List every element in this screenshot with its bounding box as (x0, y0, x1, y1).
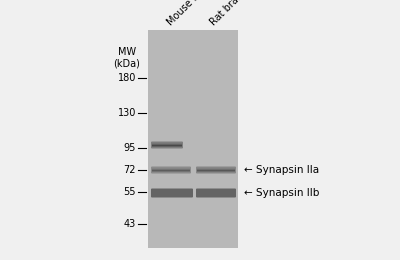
Text: Rat brain: Rat brain (208, 0, 247, 27)
Bar (152, 146, 182, 147)
Bar (152, 143, 182, 144)
Bar (197, 192, 235, 193)
Bar (152, 171, 190, 172)
Text: 130: 130 (118, 108, 136, 118)
Bar (197, 171, 235, 172)
Text: 72: 72 (124, 165, 136, 175)
Text: Mouse brain: Mouse brain (165, 0, 214, 27)
Text: 95: 95 (124, 143, 136, 153)
Text: MW
(kDa): MW (kDa) (114, 47, 140, 69)
Bar (148, 30, 238, 248)
Bar (152, 194, 192, 195)
Bar (152, 142, 182, 143)
Bar (197, 167, 235, 168)
Bar (197, 168, 235, 169)
Bar (197, 172, 235, 173)
Bar (152, 170, 190, 171)
Bar (152, 167, 190, 168)
FancyBboxPatch shape (196, 188, 236, 198)
Text: 180: 180 (118, 73, 136, 83)
Bar (152, 192, 192, 193)
Text: 55: 55 (124, 187, 136, 197)
Text: ← Synapsin IIa: ← Synapsin IIa (244, 165, 319, 175)
FancyBboxPatch shape (151, 141, 183, 148)
FancyBboxPatch shape (151, 188, 193, 198)
Bar (152, 193, 192, 194)
Text: 43: 43 (124, 219, 136, 229)
Bar (152, 147, 182, 148)
Bar (152, 144, 182, 145)
Bar (197, 169, 235, 170)
Text: ← Synapsin IIb: ← Synapsin IIb (244, 188, 319, 198)
Bar (197, 194, 235, 195)
Bar (197, 193, 235, 194)
Bar (152, 145, 182, 146)
Bar (152, 169, 190, 170)
FancyBboxPatch shape (151, 166, 191, 173)
Bar (152, 172, 190, 173)
Bar (152, 168, 190, 169)
FancyBboxPatch shape (196, 166, 236, 173)
Bar (197, 170, 235, 171)
